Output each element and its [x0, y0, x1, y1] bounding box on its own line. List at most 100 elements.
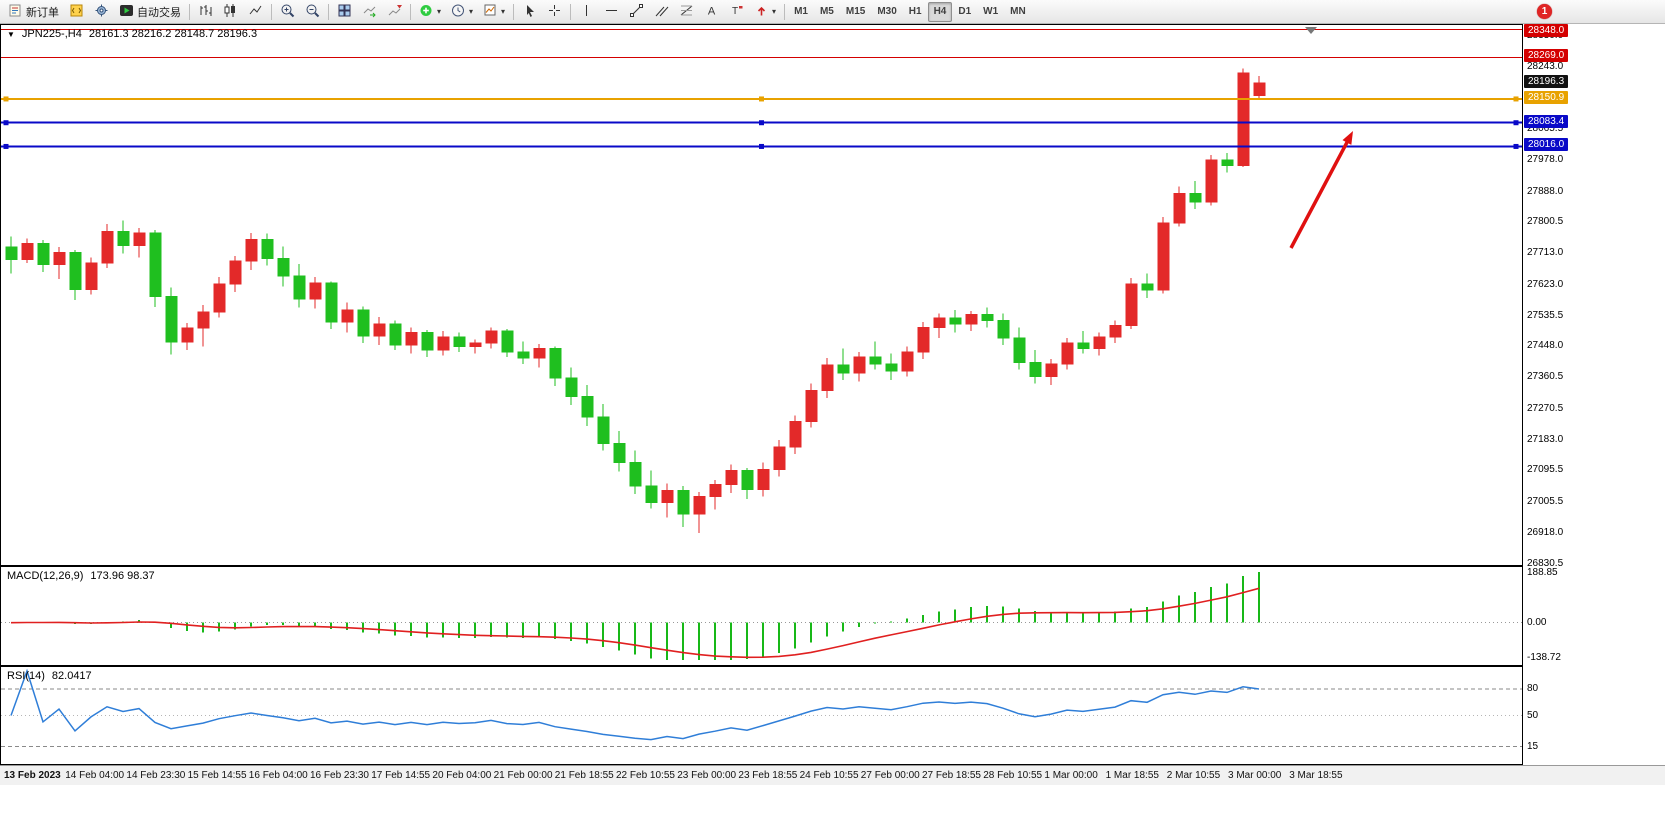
tile-windows-button[interactable]	[332, 2, 357, 22]
chart-shift-icon	[387, 3, 402, 21]
candle	[453, 336, 466, 347]
candle	[1173, 193, 1186, 224]
new-order-button[interactable]: 新订单	[3, 2, 64, 22]
cursor-tool-button[interactable]	[517, 2, 542, 22]
price-tick: 27888.0	[1527, 185, 1564, 197]
timeframe-m30-button[interactable]: M30	[877, 6, 897, 17]
candle	[373, 323, 386, 337]
trendline-tool-button[interactable]	[624, 2, 649, 22]
horizontal-line-tool-button[interactable]	[599, 2, 624, 22]
timeframe-mn-button[interactable]: MN	[1010, 6, 1026, 17]
auto-scroll-button[interactable]	[357, 2, 382, 22]
line-handle[interactable]	[759, 96, 764, 102]
line-handle[interactable]	[3, 96, 9, 102]
candle	[805, 390, 818, 422]
auto-scroll-icon	[362, 3, 377, 21]
indicators-button[interactable]: ▾	[414, 2, 446, 22]
candle	[869, 356, 882, 365]
time-axis-label: 3 Mar 18:55	[1289, 770, 1343, 781]
candle	[1141, 283, 1154, 291]
text-tool-button[interactable]: A	[699, 2, 724, 22]
candle	[1077, 342, 1090, 350]
metaeditor-button[interactable]	[64, 2, 89, 22]
price-tick: 27623.0	[1527, 278, 1564, 290]
channel-icon	[654, 3, 669, 21]
timeframe-m5-button[interactable]: M5	[819, 6, 834, 17]
chevron-down-icon: ▾	[772, 6, 777, 16]
rsi-row: RSI(14) 82.0417 80 50 15	[0, 666, 1665, 765]
rsi-value: 82.0417	[51, 670, 92, 682]
timeframe-m1-button[interactable]: M1	[794, 6, 808, 17]
collapse-triangle-icon[interactable]: ▼	[7, 29, 15, 39]
rsi-scale[interactable]: 80 50 15	[1523, 666, 1665, 765]
zoom-in-button[interactable]	[275, 2, 300, 22]
line-handle[interactable]	[3, 120, 9, 126]
candle	[389, 323, 402, 346]
notification-badge[interactable]: 1	[1537, 4, 1552, 19]
timeframe-h1-button[interactable]: H1	[908, 6, 922, 17]
macd-pane[interactable]: MACD(12,26,9) 173.96 98.37	[0, 566, 1523, 666]
time-axis-label: 23 Feb 00:00	[677, 770, 737, 781]
candle	[5, 246, 18, 260]
arrows-tool-button[interactable]: ▾	[749, 2, 781, 22]
fibonacci-icon	[679, 3, 694, 21]
trend-arrow[interactable]	[1289, 135, 1352, 249]
candle	[677, 490, 690, 515]
candlestick-mode-button[interactable]	[218, 2, 243, 22]
timeframe-w1-button[interactable]: W1	[983, 6, 999, 17]
options-button[interactable]	[89, 2, 114, 22]
candle	[149, 232, 162, 297]
time-axis-label: 3 Mar 00:00	[1228, 770, 1282, 781]
toolbar-separator	[784, 3, 786, 20]
timeframe-h4-button[interactable]: H4	[927, 1, 953, 22]
candle	[69, 251, 82, 290]
crosshair-tool-button[interactable]	[542, 2, 567, 22]
text-label-tool-button[interactable]: T	[724, 2, 749, 22]
chart-shift-button[interactable]	[382, 2, 407, 22]
candle	[261, 238, 274, 259]
price-tick: 27095.5	[1527, 464, 1564, 476]
templates-button[interactable]: ▾	[478, 2, 510, 22]
chart-shift-marker[interactable]	[1305, 27, 1317, 34]
price-scale[interactable]: 28330.028243.028065.527978.027888.027800…	[1523, 24, 1665, 568]
line-handle[interactable]	[3, 143, 9, 149]
auto-trading-button[interactable]: 自动交易	[114, 2, 186, 22]
vertical-line-tool-button[interactable]	[574, 2, 599, 22]
rsi-label: RSI(14) 82.0417	[7, 670, 92, 682]
timeframe-m15-button[interactable]: M15	[845, 6, 866, 17]
time-axis-label: 16 Feb 04:00	[248, 770, 308, 781]
line-handle[interactable]	[759, 120, 764, 126]
channel-tool-button[interactable]	[649, 2, 674, 22]
window-filler	[0, 785, 1665, 837]
time-axis-label: 16 Feb 23:30	[310, 770, 369, 781]
line-handle[interactable]	[1513, 143, 1519, 149]
time-axis-label: 21 Feb 18:55	[554, 770, 614, 781]
rsi-pane[interactable]: RSI(14) 82.0417	[0, 666, 1523, 765]
candle	[1061, 342, 1074, 365]
macd-scale[interactable]: 188.85 0.00 -138.72	[1523, 566, 1665, 666]
timeframe-d1-button[interactable]: D1	[958, 6, 972, 17]
line-handle[interactable]	[1513, 96, 1519, 102]
line-handle[interactable]	[759, 143, 764, 149]
vertical-line-icon	[579, 3, 594, 21]
crosshair-icon	[547, 3, 562, 21]
periods-button[interactable]: ▾	[446, 2, 478, 22]
candle	[741, 470, 754, 490]
candle	[981, 314, 994, 321]
line-handle[interactable]	[1513, 120, 1519, 126]
fibonacci-tool-button[interactable]	[674, 2, 699, 22]
time-axis[interactable]: 13 Feb 2023 14 Feb 04:00 14 Feb 23:30 15 Fe…	[0, 765, 1665, 785]
candle	[997, 319, 1010, 339]
price-tick: 27270.5	[1527, 402, 1564, 414]
bar-chart-mode-button[interactable]	[193, 2, 218, 22]
main-chart-pane[interactable]: ▼ JPN225-,H4 28161.3 28216.2 28148.7 281…	[0, 24, 1523, 566]
zoom-out-button[interactable]	[300, 2, 325, 22]
candle	[885, 363, 898, 372]
candle	[693, 495, 706, 515]
price-badge-28083.4: 28083.4	[1524, 114, 1569, 128]
candle	[549, 348, 562, 379]
candle	[1253, 82, 1266, 96]
candle	[181, 327, 194, 343]
time-axis-label: 27 Feb 18:55	[922, 770, 981, 781]
line-chart-mode-button[interactable]	[243, 2, 268, 22]
